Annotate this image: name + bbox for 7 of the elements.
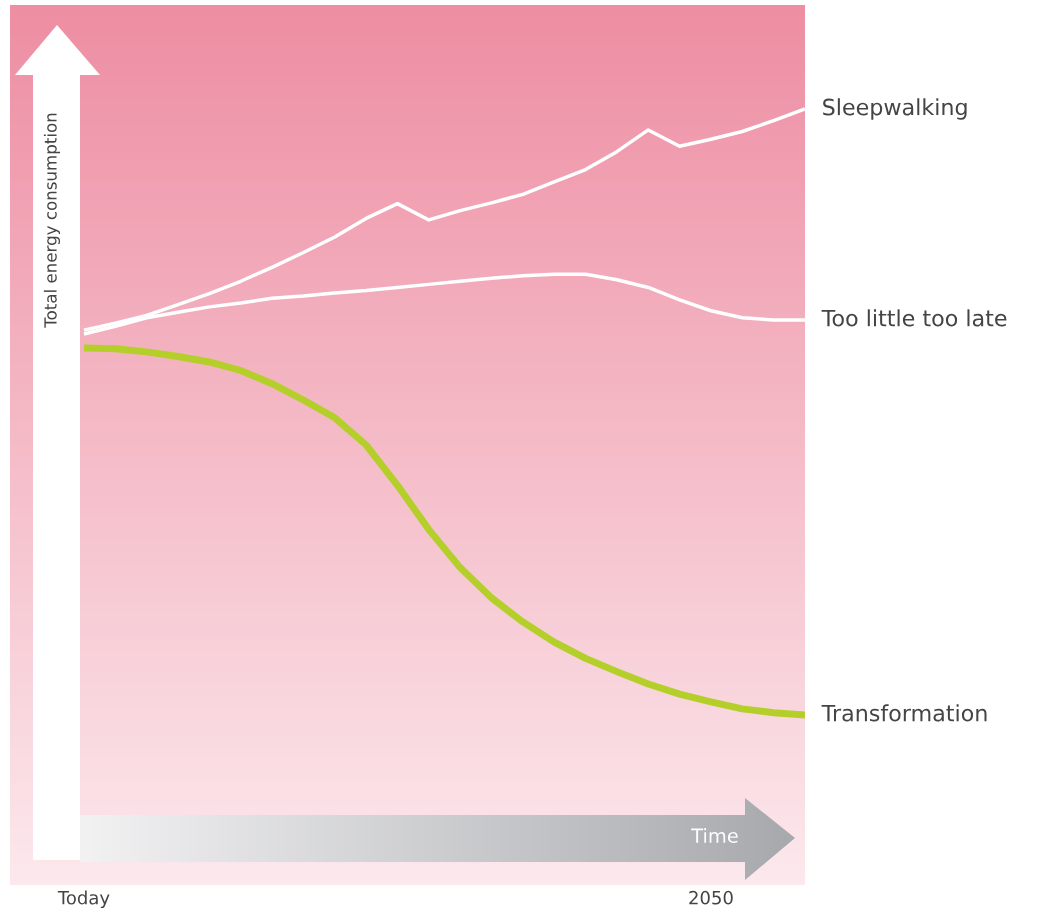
series-label: Sleepwalking	[823, 98, 967, 120]
x-axis-title: Time	[691, 828, 738, 844]
series-label: Too little too late	[821, 309, 1007, 327]
y-axis-title: Total energy consumption	[43, 113, 60, 328]
x-tick-label: 2050	[689, 890, 733, 905]
x-tick-label: Today	[57, 890, 110, 909]
series-label: Transformation	[821, 704, 987, 722]
